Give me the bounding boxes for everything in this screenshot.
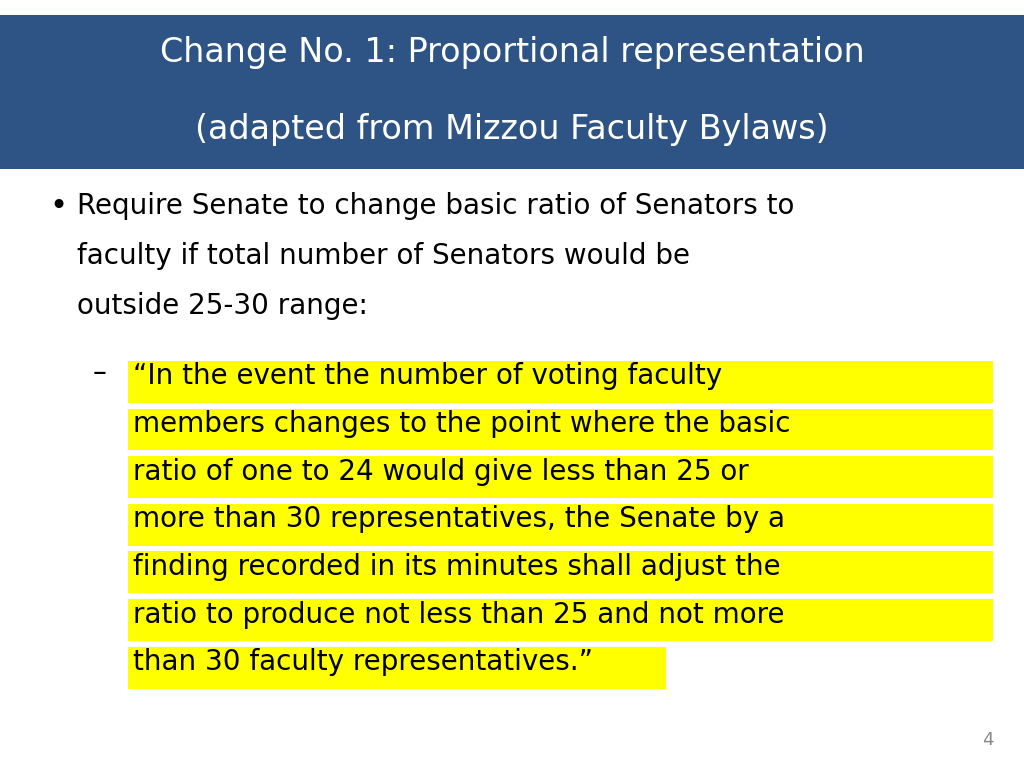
Text: ratio of one to 24 would give less than 25 or: ratio of one to 24 would give less than … — [133, 458, 749, 485]
FancyBboxPatch shape — [0, 15, 1024, 169]
FancyBboxPatch shape — [128, 504, 993, 546]
Text: 4: 4 — [982, 731, 993, 749]
FancyBboxPatch shape — [128, 599, 993, 641]
Text: –: – — [92, 359, 106, 386]
Text: finding recorded in its minutes shall adjust the: finding recorded in its minutes shall ad… — [133, 553, 780, 581]
FancyBboxPatch shape — [128, 647, 666, 689]
Text: Change No. 1: Proportional representation: Change No. 1: Proportional representatio… — [160, 36, 864, 68]
FancyBboxPatch shape — [128, 361, 993, 403]
Text: outside 25-30 range:: outside 25-30 range: — [77, 292, 368, 319]
Text: faculty if total number of Senators would be: faculty if total number of Senators woul… — [77, 242, 690, 270]
Text: Require Senate to change basic ratio of Senators to: Require Senate to change basic ratio of … — [77, 192, 795, 220]
Text: than 30 faculty representatives.”: than 30 faculty representatives.” — [133, 648, 593, 676]
Text: (adapted from Mizzou Faculty Bylaws): (adapted from Mizzou Faculty Bylaws) — [196, 113, 828, 145]
Text: •: • — [49, 192, 68, 221]
Text: “In the event the number of voting faculty: “In the event the number of voting facul… — [133, 362, 722, 390]
FancyBboxPatch shape — [128, 551, 993, 594]
FancyBboxPatch shape — [128, 409, 993, 451]
Text: more than 30 representatives, the Senate by a: more than 30 representatives, the Senate… — [133, 505, 785, 533]
Text: members changes to the point where the basic: members changes to the point where the b… — [133, 410, 791, 438]
FancyBboxPatch shape — [128, 456, 993, 498]
Text: ratio to produce not less than 25 and not more: ratio to produce not less than 25 and no… — [133, 601, 784, 628]
